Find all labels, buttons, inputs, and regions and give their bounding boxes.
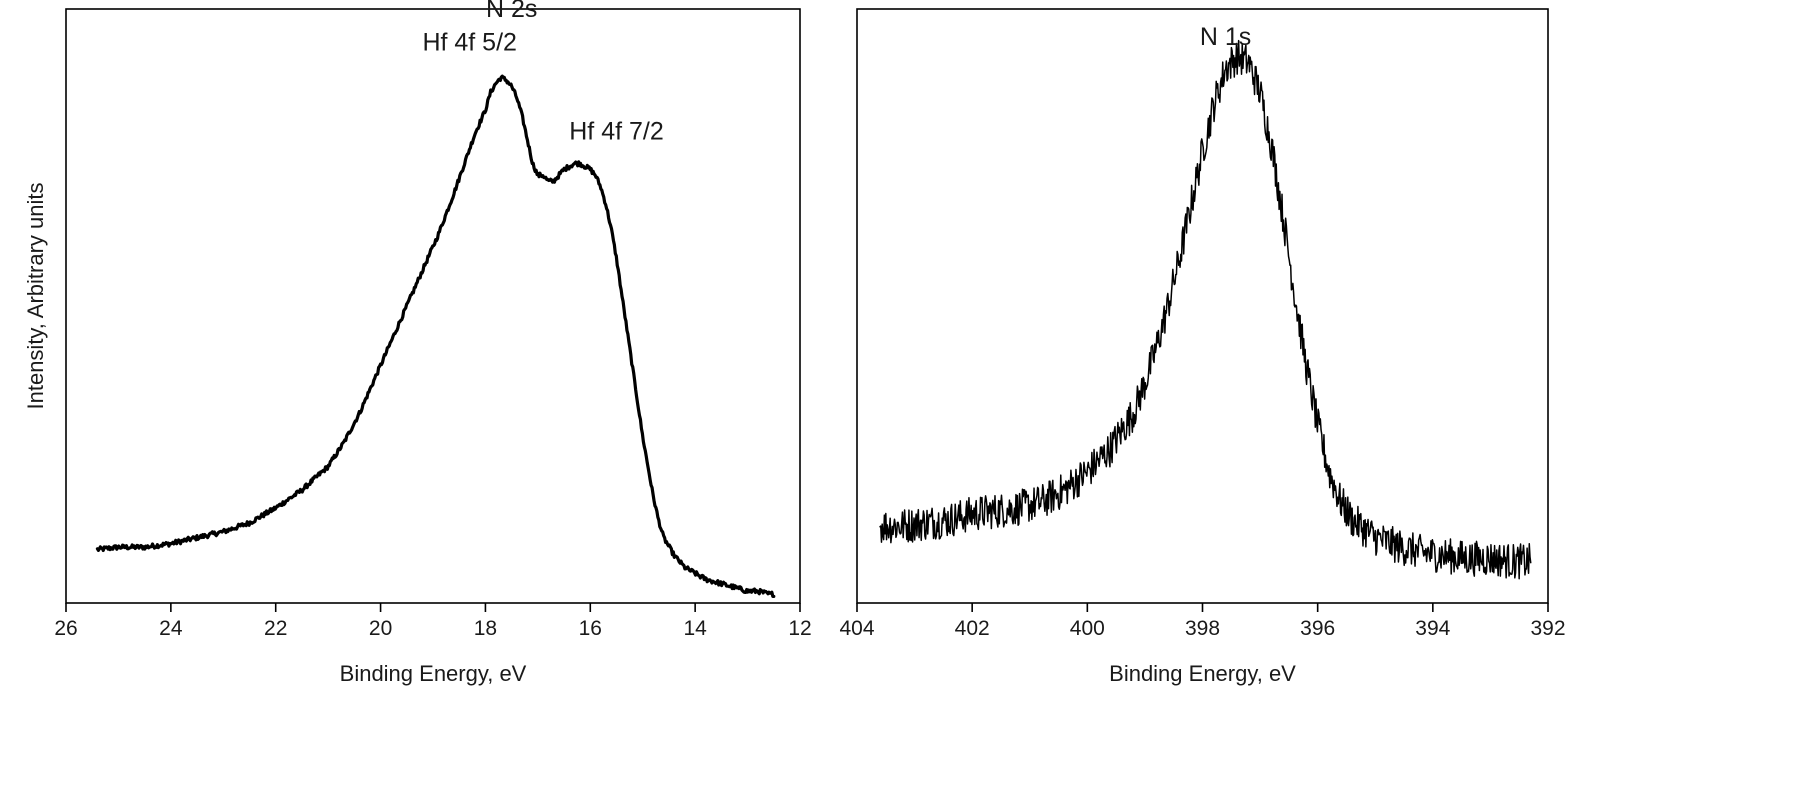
peak-annotation-left: Hf 4f 7/2 (569, 118, 664, 146)
peak-annotation-left: N 2s (486, 0, 537, 23)
x-tick-label-left: 16 (579, 617, 602, 640)
x-tick-label-left: 12 (788, 617, 811, 640)
x-tick-label-left: 18 (474, 617, 497, 640)
x-tick-label-right: 392 (1530, 617, 1565, 640)
x-tick-label-left: 22 (264, 617, 287, 640)
x-axis-title-right: Binding Energy, eV (1109, 661, 1296, 686)
peak-annotation-right: N 1s (1200, 23, 1251, 51)
x-tick-label-right: 400 (1070, 617, 1105, 640)
x-tick-label-right: 394 (1415, 617, 1450, 640)
x-axis-title-left: Binding Energy, eV (340, 661, 527, 686)
spectrum-line-right (879, 39, 1532, 580)
x-tick-label-right: 396 (1300, 617, 1335, 640)
x-tick-label-right: 404 (839, 617, 874, 640)
x-tick-label-left: 24 (159, 617, 183, 640)
spectrum-line-left (95, 74, 776, 599)
plot-frame-left (65, 8, 801, 604)
peak-annotation-left: Hf 4f 5/2 (422, 29, 517, 57)
chart-panel-right: 404 402 400 398 396 394 392 Binding Energy, eV N… (839, 8, 1566, 686)
y-axis-title-left: Intensity, Arbitrary units (23, 182, 48, 409)
x-tick-label-right: 402 (955, 617, 990, 640)
chart-panel-left: 26 24 22 20 18 16 14 12 Binding Energy, eV Intens… (23, 0, 812, 686)
x-tick-label-left: 26 (54, 617, 77, 640)
x-tick-label-left: 14 (683, 617, 707, 640)
x-tick-label-right: 398 (1185, 617, 1220, 640)
x-tick-label-left: 20 (369, 617, 392, 640)
